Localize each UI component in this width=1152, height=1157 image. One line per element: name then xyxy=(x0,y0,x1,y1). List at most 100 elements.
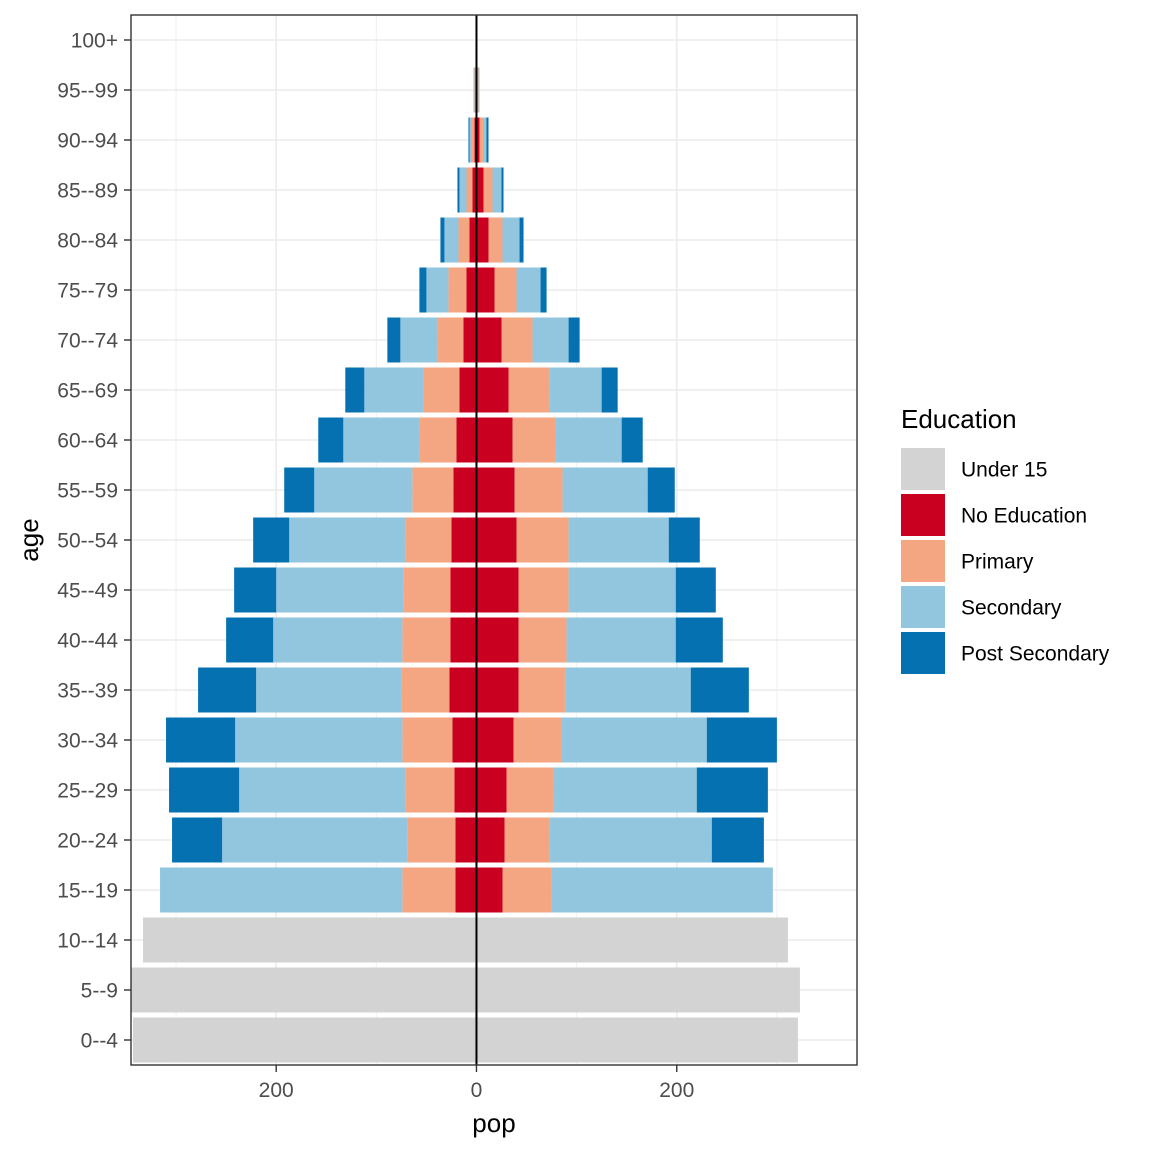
bar-right-50--54-no-education xyxy=(476,517,517,563)
bar-right-15--19-primary xyxy=(502,867,552,913)
bar-left-20--24-post-secondary xyxy=(172,817,223,863)
bar-left-40--44-primary xyxy=(402,617,451,663)
legend-label: Post Secondary xyxy=(961,643,1110,666)
bar-left-20--24-secondary xyxy=(222,817,408,863)
bar-left-30--34-primary xyxy=(402,717,453,763)
legend-key-no-education xyxy=(901,494,945,536)
bar-left-20--24-no-education xyxy=(455,817,477,863)
legend-key-secondary xyxy=(901,586,945,628)
bar-left-95--99-secondary xyxy=(473,67,475,113)
bar-right-65--69-primary xyxy=(508,367,550,413)
bar-right-85--89-post-secondary xyxy=(501,167,504,213)
bar-right-75--79-no-education xyxy=(476,267,495,313)
bar-left-75--79-post-secondary xyxy=(419,267,427,313)
y-tick-label: 75--79 xyxy=(57,280,118,303)
bar-right-80--84-primary xyxy=(488,217,503,263)
bar-left-25--29-post-secondary xyxy=(169,767,240,813)
legend-title: Education xyxy=(901,404,1017,434)
bar-left-35--39-post-secondary xyxy=(198,667,257,713)
bar-left-80--84-post-secondary xyxy=(440,217,445,263)
y-tick-label: 25--29 xyxy=(57,780,118,803)
bar-left-70--74-secondary xyxy=(400,317,438,363)
y-tick-label: 65--69 xyxy=(57,380,118,403)
bar-left-50--54-secondary xyxy=(289,517,406,563)
bar-left-15--19-secondary xyxy=(160,867,403,913)
bar-right-60--64-secondary xyxy=(555,417,622,463)
y-tick-label: 70--74 xyxy=(57,330,118,353)
bar-left-65--69-primary xyxy=(423,367,460,413)
bar-right-30--34-secondary xyxy=(561,717,707,763)
bar-left-65--69-post-secondary xyxy=(345,367,365,413)
legend: Education Under 15 No Education Primary Sec… xyxy=(901,404,1110,674)
bar-right-90--94-post-secondary xyxy=(486,117,489,163)
bar-right-85--89-secondary xyxy=(492,167,502,213)
bar-right-55--59-secondary xyxy=(562,467,648,513)
bar-right-15--19-no-education xyxy=(476,867,503,913)
y-tick-label: 10--14 xyxy=(57,930,118,953)
bar-right-55--59-primary xyxy=(514,467,563,513)
bar-right-65--69-post-secondary xyxy=(601,367,618,413)
bar-left-70--74-primary xyxy=(437,317,464,363)
bar-left-45--49-secondary xyxy=(276,567,404,613)
bar-left-25--29-secondary xyxy=(239,767,406,813)
y-tick-label: 30--34 xyxy=(57,730,118,753)
legend-label: No Education xyxy=(961,505,1087,528)
bar-right-45--49-primary xyxy=(518,567,569,613)
bar-right-40--44-no-education xyxy=(476,617,519,663)
bar-left-40--44-secondary xyxy=(273,617,403,663)
bar-left-90--94-post-secondary xyxy=(468,117,470,163)
bar-right-75--79-secondary xyxy=(516,267,541,313)
bar-left-20--24-primary xyxy=(407,817,456,863)
bar-left-80--84-no-education xyxy=(469,217,477,263)
bar-right-30--34-primary xyxy=(513,717,562,763)
bar-right-50--54-post-secondary xyxy=(668,517,700,563)
bar-left-90--94-secondary xyxy=(469,117,472,163)
bar-left-45--49-no-education xyxy=(450,567,477,613)
bar-right-35--39-no-education xyxy=(476,667,519,713)
y-tick-label: 40--44 xyxy=(57,630,118,653)
y-tick-label: 85--89 xyxy=(57,180,118,203)
bar-left-70--74-no-education xyxy=(463,317,477,363)
bar-right-45--49-post-secondary xyxy=(675,567,716,613)
bar-left-75--79-primary xyxy=(448,267,467,313)
bar-left-35--39-secondary xyxy=(256,667,402,713)
bar-left-90--94-no-education xyxy=(474,117,477,163)
bar-right-25--29-no-education xyxy=(476,767,507,813)
bar-right-25--29-secondary xyxy=(553,767,697,813)
bar-right-50--54-secondary xyxy=(568,517,669,563)
bar-right-20--24-no-education xyxy=(476,817,505,863)
bar-right-45--49-no-education xyxy=(476,567,519,613)
bar-left-15--19-primary xyxy=(402,867,456,913)
bar-left-85--89-no-education xyxy=(472,167,477,213)
x-tick-label: 0 xyxy=(471,1079,483,1102)
bar-left-5--9-under-15 xyxy=(131,967,477,1013)
bar-left-85--89-secondary xyxy=(459,167,467,213)
y-tick-label: 90--94 xyxy=(57,130,118,153)
bar-right-95--99-primary xyxy=(477,67,479,113)
x-tick-label: 200 xyxy=(259,1079,294,1102)
y-axis-title: age xyxy=(14,518,44,561)
bar-right-75--79-post-secondary xyxy=(540,267,547,313)
y-axis: 0--4 5--9 10--14 15--19 20--24 25--29 30--34 35… xyxy=(57,30,131,1053)
y-tick-label: 55--59 xyxy=(57,480,118,503)
bar-right-50--54-primary xyxy=(516,517,569,563)
bar-right-60--64-primary xyxy=(512,417,556,463)
bar-right-20--24-primary xyxy=(504,817,550,863)
bar-right-65--69-secondary xyxy=(549,367,602,413)
bar-right-40--44-secondary xyxy=(566,617,676,663)
y-tick-label: 80--84 xyxy=(57,230,118,253)
bar-right-25--29-post-secondary xyxy=(696,767,768,813)
bar-left-95--99-primary xyxy=(474,67,476,113)
bar-left-90--94-primary xyxy=(471,117,475,163)
bar-right-25--29-primary xyxy=(506,767,554,813)
bar-left-80--84-secondary xyxy=(444,217,459,263)
bar-left-45--49-post-secondary xyxy=(234,567,277,613)
bar-right-95--99-secondary xyxy=(478,67,480,113)
bar-left-30--34-post-secondary xyxy=(166,717,236,763)
bar-left-50--54-primary xyxy=(405,517,452,563)
bar-right-65--69-no-education xyxy=(476,367,509,413)
bar-left-85--89-post-secondary xyxy=(457,167,460,213)
bar-right-90--94-primary xyxy=(479,117,484,163)
